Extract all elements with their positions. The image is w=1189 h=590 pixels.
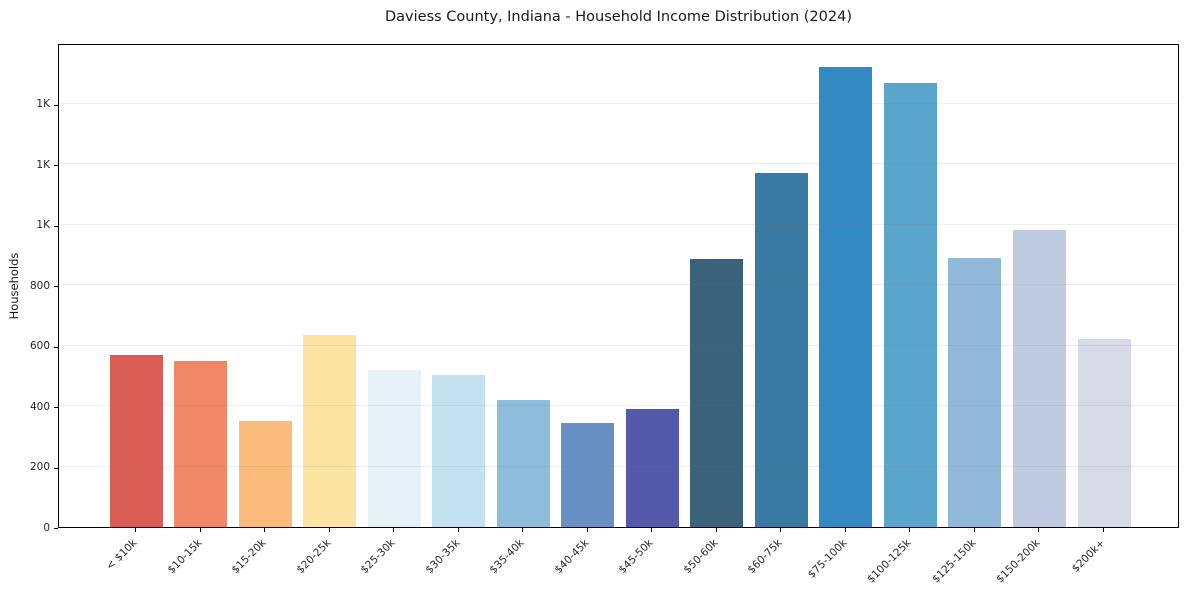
x-tick-mark	[522, 528, 524, 532]
x-tick-mark	[199, 528, 201, 532]
y-tick-mark	[54, 467, 58, 469]
y-tick-mark	[54, 407, 58, 408]
x-tick-mark	[715, 528, 717, 532]
x-tick-label-$200k+: $200k+	[1069, 537, 1108, 575]
bar-$125-150k	[948, 258, 1002, 527]
x-tick-mark	[780, 528, 782, 532]
y-tick-label: 400	[29, 400, 50, 413]
bar-$45-50k	[625, 409, 679, 527]
y-tick-mark	[54, 225, 58, 227]
x-tick-mark	[844, 528, 846, 532]
bar-$150-200k	[1012, 229, 1066, 527]
x-tick-label-$40-45k: $40-45k	[552, 537, 592, 577]
gridline-800	[59, 284, 1178, 285]
x-tick-label-$125-150k: $125-150k	[929, 537, 979, 586]
bar-$200k+	[1077, 339, 1131, 527]
bar-$20-25k	[303, 334, 357, 527]
bar-$10-15k	[174, 360, 228, 527]
bar-$50-60k	[690, 259, 744, 527]
y-tick-mark	[54, 528, 58, 529]
chart-title: Daviess County, Indiana - Household Inco…	[385, 9, 852, 25]
y-tick-label: 200	[29, 461, 50, 473]
x-tick-mark	[135, 528, 136, 532]
gridline-1000	[59, 223, 1178, 225]
x-tick-mark	[1103, 528, 1104, 532]
gridline-200	[59, 465, 1178, 467]
bar-$25-30k	[367, 369, 421, 527]
gridline-400	[59, 405, 1178, 406]
x-tick-label-$10-15k: $10-15k	[164, 537, 205, 577]
y-tick-label: 1K	[36, 98, 50, 110]
y-tick-label: 1K	[36, 219, 50, 231]
x-tick-label-$15-20k: $15-20k	[229, 537, 269, 577]
gridline-1200	[59, 163, 1178, 164]
x-tick-label-$25-30k: $25-30k	[358, 537, 398, 577]
y-tick-label: 0	[43, 521, 50, 534]
bar-$30-35k	[432, 375, 486, 527]
x-tick-label-$150-200k: $150-200k	[994, 537, 1043, 586]
bar-< $10k	[109, 354, 163, 527]
x-tick-label-$35-40k: $35-40k	[487, 537, 527, 577]
x-tick-label-< $10k: < $10k	[103, 537, 140, 573]
x-tick-label-$50-60k: $50-60k	[681, 537, 721, 577]
x-tick-mark	[973, 528, 975, 532]
x-tick-label-$30-35k: $30-35k	[423, 537, 463, 577]
x-tick-label-$60-75k: $60-75k	[745, 537, 785, 577]
bar-$100-125k	[883, 83, 937, 527]
y-tick-label: 600	[29, 340, 50, 352]
x-tick-label-$100-125k: $100-125k	[865, 537, 914, 586]
gridline-600	[59, 344, 1178, 346]
x-tick-mark	[393, 528, 395, 532]
y-tick-mark	[54, 104, 58, 106]
y-tick-label: 1K	[36, 158, 50, 171]
y-tick-mark	[54, 165, 58, 166]
x-tick-mark	[909, 528, 911, 532]
plot-area	[58, 44, 1179, 528]
x-tick-mark	[586, 528, 588, 532]
bar-$60-75k	[754, 172, 808, 527]
x-tick-label-$45-50k: $45-50k	[616, 537, 656, 577]
bar-$75-100k	[819, 66, 873, 527]
x-tick-mark	[1038, 528, 1040, 532]
x-tick-mark	[651, 528, 653, 532]
y-tick-mark	[54, 286, 58, 287]
y-tick-mark	[54, 346, 58, 348]
bar-$40-45k	[561, 422, 615, 527]
x-tick-label-$20-25k: $20-25k	[293, 537, 334, 577]
x-tick-mark	[328, 528, 330, 532]
x-tick-mark	[264, 528, 266, 532]
bar-$15-20k	[238, 420, 292, 527]
gridline-1400	[59, 102, 1178, 104]
bar-$35-40k	[496, 400, 550, 527]
x-tick-mark	[457, 528, 459, 532]
x-tick-label-$75-100k: $75-100k	[805, 537, 850, 581]
y-tick-label: 800	[29, 279, 50, 292]
